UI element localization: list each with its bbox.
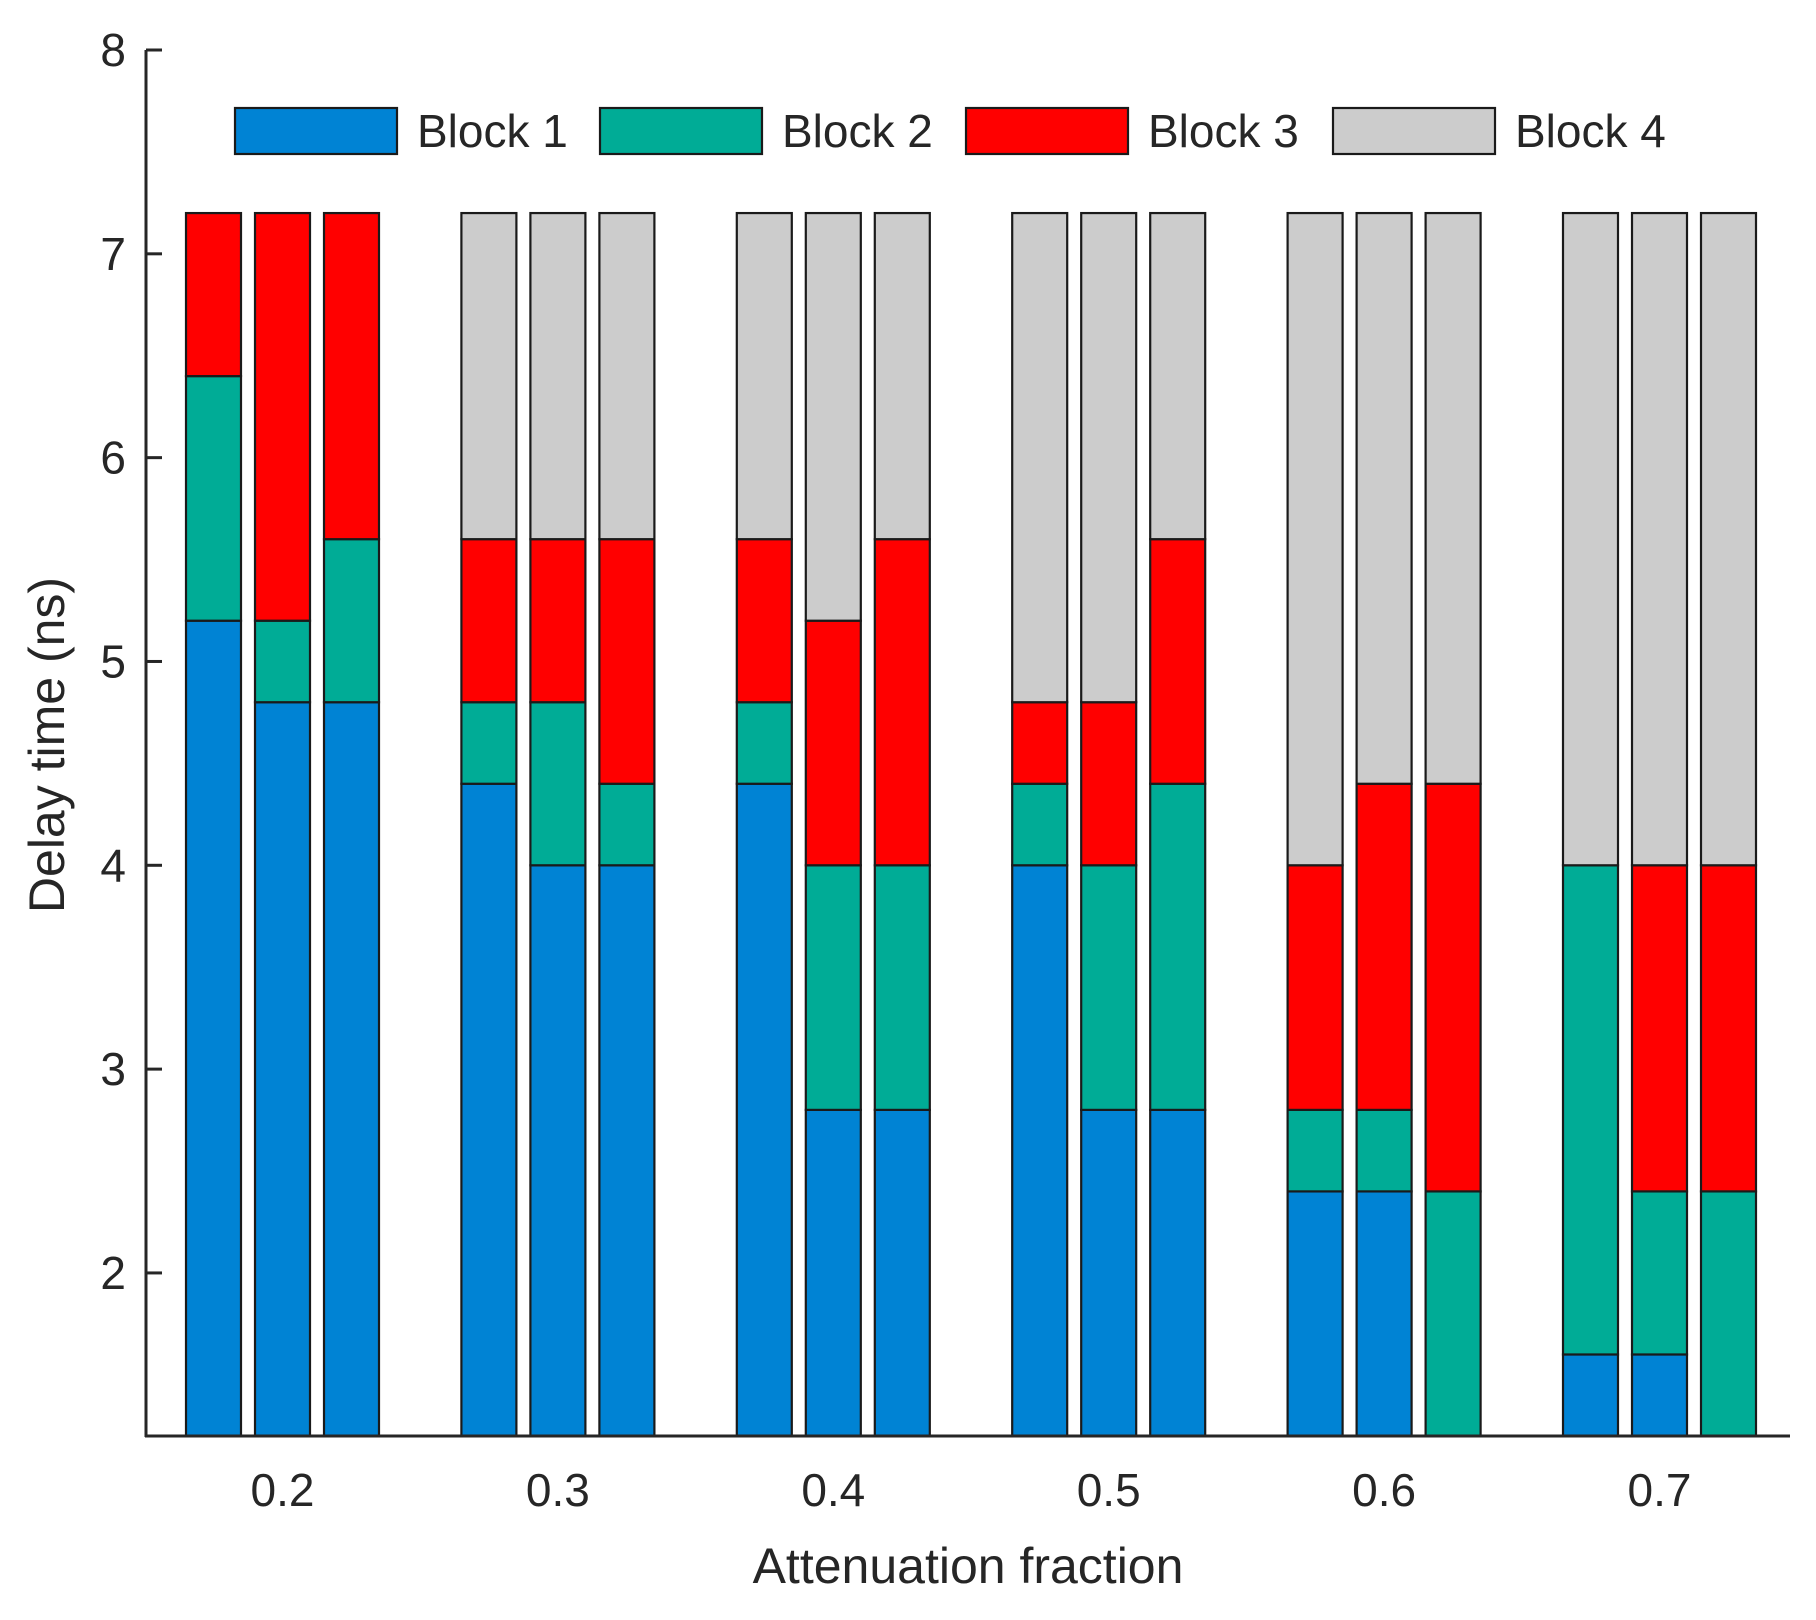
- bar-segment-0-4-bar2-block-1: [804, 1108, 862, 1438]
- legend-label-block-1: Block 1: [417, 105, 568, 157]
- bar-segment-0-3-bar3-block-1: [598, 864, 656, 1438]
- bar-segment-0-2-bar2-block-3: [253, 211, 312, 622]
- y-tick-label-4: 4: [100, 839, 126, 891]
- y-tick-label-3: 3: [100, 1043, 126, 1095]
- x-tick-label-0-6: 0.6: [1352, 1464, 1416, 1516]
- bar-segment-0-5-bar3-block-1: [1149, 1108, 1207, 1438]
- y-tick-label-5: 5: [100, 635, 126, 687]
- bar-segment-0-7-bar3-block-4: [1699, 211, 1758, 867]
- x-tick-label-0-5: 0.5: [1077, 1464, 1141, 1516]
- bar-segment-0-3-bar1-block-4: [460, 211, 518, 541]
- bar-segment-0-5-bar2-block-2: [1080, 864, 1138, 1111]
- ticks-layer: 2 3 4 5 6 7 8 0.2 0.3 0.4 0.5 0.6 0.7: [100, 24, 1691, 1516]
- legend-swatch-block-2: [598, 106, 764, 156]
- bar-segment-0-3-bar3-block-3: [598, 538, 656, 785]
- bar-segment-0-6-bar3-block-4: [1424, 211, 1482, 785]
- bar-segment-0-3-bar1-block-2: [460, 701, 518, 785]
- legend-swatch-block-3: [964, 106, 1130, 156]
- bar-segment-0-6-bar2-block-1: [1355, 1190, 1413, 1438]
- bar-segment-0-5-bar3-block-4: [1149, 211, 1207, 541]
- bar-segment-0-5-bar1-block-4: [1011, 211, 1069, 704]
- bar-segment-0-6-bar2-block-2: [1355, 1108, 1413, 1193]
- bar-segment-0-3-bar1-block-1: [460, 782, 518, 1438]
- bar-segment-0-2-bar1-block-2: [184, 375, 243, 622]
- bar-segment-0-2-bar3-block-2: [322, 538, 381, 704]
- axes-layer: [144, 50, 1790, 1438]
- bar-segment-0-5-bar1-block-1: [1011, 864, 1069, 1438]
- bar-segment-0-5-bar1-block-2: [1011, 782, 1069, 867]
- y-axis-label: Delay time (ns): [19, 577, 75, 913]
- bar-segment-0-6-bar1-block-3: [1286, 864, 1344, 1111]
- y-tick-label-7: 7: [100, 228, 126, 280]
- legend-label-block-2: Block 2: [782, 105, 933, 157]
- bar-segment-0-3-bar1-block-3: [460, 538, 518, 704]
- bar-segment-0-5-bar2-block-1: [1080, 1108, 1138, 1438]
- bar-segment-0-4-bar2-block-4: [804, 211, 862, 622]
- bar-segment-0-7-bar3-block-2: [1699, 1190, 1758, 1438]
- x-tick-label-0-7: 0.7: [1628, 1464, 1692, 1516]
- bar-segment-0-6-bar1-block-2: [1286, 1108, 1344, 1193]
- bar-segment-0-7-bar2-block-4: [1630, 211, 1689, 867]
- legend-label-block-3: Block 3: [1148, 105, 1299, 157]
- bar-segment-0-3-bar2-block-1: [529, 864, 587, 1438]
- y-tick-label-6: 6: [100, 432, 126, 484]
- legend: Block 1 Block 2 Block 3 Block 4: [233, 105, 1666, 157]
- bar-segment-0-3-bar2-block-2: [529, 701, 587, 867]
- bar-segment-0-7-bar1-block-1: [1561, 1353, 1620, 1438]
- bar-segment-0-5-bar2-block-4: [1080, 211, 1138, 704]
- bar-segment-0-4-bar1-block-1: [735, 782, 793, 1438]
- bar-segment-0-6-bar1-block-1: [1286, 1190, 1344, 1438]
- bar-segment-0-4-bar2-block-2: [804, 864, 862, 1111]
- bar-segment-0-6-bar2-block-3: [1355, 782, 1413, 1111]
- bar-segment-0-4-bar1-block-3: [735, 538, 793, 704]
- y-tick-label-2: 2: [100, 1247, 126, 1299]
- bar-segment-0-4-bar3-block-3: [873, 538, 931, 867]
- bar-segment-0-5-bar3-block-3: [1149, 538, 1207, 785]
- bar-segment-0-4-bar3-block-4: [873, 211, 931, 541]
- bar-segment-0-6-bar2-block-4: [1355, 211, 1413, 785]
- bar-segment-0-4-bar1-block-2: [735, 701, 793, 785]
- bar-segment-0-2-bar2-block-2: [253, 619, 312, 704]
- bar-segment-0-2-bar1-block-3: [184, 211, 243, 378]
- bar-segment-0-5-bar3-block-2: [1149, 782, 1207, 1111]
- bar-segment-0-5-bar2-block-3: [1080, 701, 1138, 867]
- bar-segment-0-3-bar2-block-3: [529, 538, 587, 704]
- bar-segment-0-3-bar3-block-4: [598, 211, 656, 541]
- legend-label-block-4: Block 4: [1515, 105, 1666, 157]
- bar-segment-0-6-bar3-block-3: [1424, 782, 1482, 1193]
- bar-segment-0-2-bar3-block-1: [322, 701, 381, 1438]
- bar-segment-0-7-bar1-block-4: [1561, 211, 1620, 867]
- x-axis-label: Attenuation fraction: [753, 1538, 1184, 1594]
- bar-segment-0-6-bar3-block-2: [1424, 1190, 1482, 1438]
- bars-layer: [184, 211, 1758, 1438]
- bar-segment-0-7-bar2-block-3: [1630, 864, 1689, 1193]
- bar-segment-0-4-bar1-block-4: [735, 211, 793, 541]
- x-tick-label-0-3: 0.3: [526, 1464, 590, 1516]
- bar-segment-0-7-bar2-block-1: [1630, 1353, 1689, 1438]
- bar-segment-0-2-bar1-block-1: [184, 619, 243, 1438]
- legend-swatch-block-4: [1331, 106, 1497, 156]
- bar-segment-0-2-bar3-block-3: [322, 211, 381, 541]
- x-tick-label-0-2: 0.2: [251, 1464, 315, 1516]
- bar-segment-0-3-bar2-block-4: [529, 211, 587, 541]
- bar-segment-0-6-bar1-block-4: [1286, 211, 1344, 867]
- bar-segment-0-7-bar1-block-2: [1561, 864, 1620, 1356]
- bar-segment-0-7-bar2-block-2: [1630, 1190, 1689, 1356]
- bar-segment-0-3-bar3-block-2: [598, 782, 656, 867]
- bar-segment-0-2-bar2-block-1: [253, 701, 312, 1438]
- bar-segment-0-5-bar1-block-3: [1011, 701, 1069, 785]
- bar-segment-0-4-bar3-block-1: [873, 1108, 931, 1438]
- x-tick-label-0-4: 0.4: [801, 1464, 865, 1516]
- bar-segment-0-4-bar2-block-3: [804, 619, 862, 867]
- bar-segment-0-4-bar3-block-2: [873, 864, 931, 1111]
- bar-segment-0-7-bar3-block-3: [1699, 864, 1758, 1193]
- legend-swatch-block-1: [233, 106, 399, 156]
- y-tick-label-8: 8: [100, 24, 126, 76]
